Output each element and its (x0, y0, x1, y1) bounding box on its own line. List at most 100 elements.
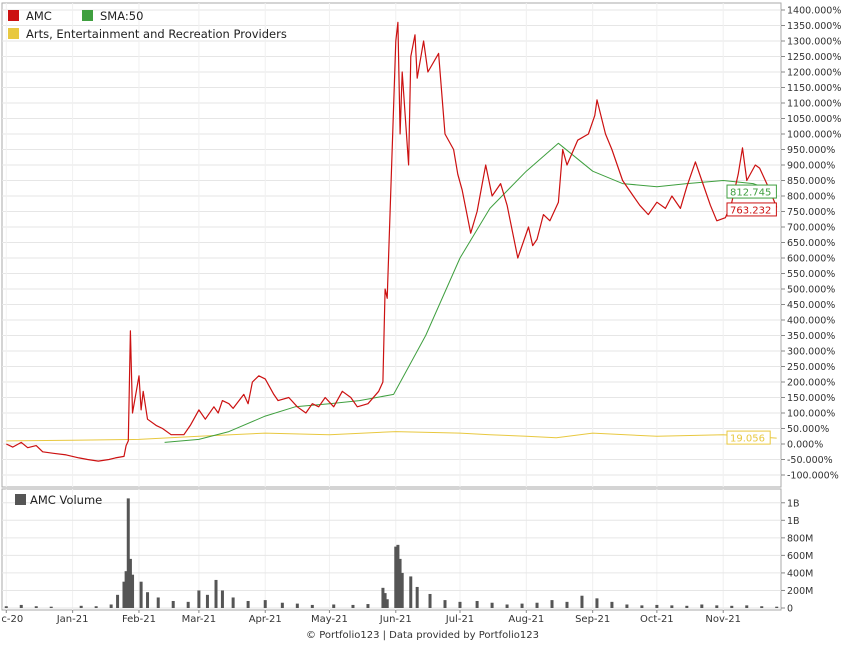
volume-bar (131, 574, 135, 608)
volume-bar (565, 601, 569, 608)
price-tick-label: -100.000% (787, 471, 839, 482)
price-tick-label: 550.000% (787, 269, 835, 280)
end-value-label: 763.232 (730, 205, 771, 216)
volume-bar (400, 572, 404, 608)
end-value-box (726, 202, 777, 217)
volume-bar (475, 600, 479, 608)
x-tick-label: Aug-21 (508, 614, 544, 625)
volume-bar (205, 594, 209, 608)
price-tick-label: 300.000% (787, 347, 835, 358)
x-tick-label: Oct-21 (640, 614, 674, 625)
series-line-amc (6, 21, 778, 462)
volume-bar (715, 605, 719, 608)
volume-tick-label: 1B (787, 498, 800, 509)
volume-tick-label: 800M (787, 533, 813, 544)
volume-legend: AMC Volume (15, 493, 102, 507)
x-tick-label: Nov-21 (705, 614, 741, 625)
x-tick-label: Sep-21 (575, 614, 610, 625)
volume-bar (94, 606, 98, 608)
price-tick-label: 500.000% (787, 285, 835, 296)
end-value-label: 812.745 (730, 188, 771, 199)
volume-bar (366, 604, 370, 608)
legend-swatch (8, 28, 19, 39)
volume-bar (625, 604, 629, 608)
x-tick-label: Jul-21 (445, 614, 474, 625)
volume-bar (280, 602, 284, 608)
volume-bar (443, 600, 447, 608)
price-tick-label: 100.000% (787, 409, 835, 420)
legend-swatch (15, 494, 26, 505)
volume-bar (214, 579, 218, 608)
volume-bar (415, 586, 419, 608)
price-tick-label: 0.000% (787, 440, 823, 451)
price-tick-label: 350.000% (787, 331, 835, 342)
volume-bar (700, 604, 704, 608)
volume-bar (775, 606, 779, 608)
volume-tick-label: 0 (787, 604, 793, 615)
volume-bar (595, 598, 599, 608)
x-tick-label: May-21 (311, 614, 348, 625)
legend-label: SMA:50 (100, 9, 143, 23)
footer-credit: © Portfolio123 | Data provided by Portfo… (306, 630, 539, 641)
volume-bar (79, 605, 83, 608)
price-tick-label: 1000.000% (787, 130, 841, 141)
price-tick-label: 750.000% (787, 207, 835, 218)
price-tick-label: 1050.000% (787, 114, 841, 125)
price-tick-label: -50.000% (787, 455, 833, 466)
volume-bar (394, 546, 398, 608)
volume-bar (124, 571, 128, 608)
volume-plot-frame (1, 488, 782, 611)
price-tick-label: 1350.000% (787, 21, 841, 32)
volume-tick-label: 600M (787, 551, 813, 562)
volume-bar (655, 604, 659, 608)
price-tick-label: 1400.000% (787, 6, 841, 17)
volume-bar (332, 604, 336, 608)
volume-bar (171, 600, 175, 608)
price-tick-label: 1150.000% (787, 83, 841, 94)
price-tick-label: 400.000% (787, 316, 835, 327)
volume-bar (126, 498, 130, 608)
legend-label: AMC (26, 9, 52, 23)
volume-bar (428, 593, 432, 608)
volume-bar (670, 605, 674, 608)
price-tick-label: 250.000% (787, 362, 835, 373)
volume-bar (409, 576, 413, 608)
price-legend: AMC SMA:50 Arts, Entertainment and Recreat… (8, 9, 287, 41)
volume-bar (295, 603, 299, 608)
volume-bar (19, 604, 23, 608)
volume-bar (4, 606, 8, 608)
volume-bar (640, 605, 644, 608)
price-tick-label: 450.000% (787, 300, 835, 311)
volume-bar (310, 604, 314, 608)
price-tick-label: 600.000% (787, 254, 835, 265)
price-tick-label: 950.000% (787, 145, 835, 156)
volume-bar (490, 602, 494, 608)
volume-bar (520, 603, 524, 608)
end-value-box (726, 184, 777, 199)
price-tick-label: 50.000% (787, 424, 829, 435)
x-tick-label: Jan-21 (56, 614, 89, 625)
volume-tick-label: 400M (787, 568, 813, 579)
volume-bar (109, 604, 113, 608)
volume-bar (351, 604, 355, 608)
volume-bar (231, 597, 235, 608)
volume-panel: 1B 1B 800M 600M 400M 200M 0 c-20 Jan-21 Feb-21 Mar… (1, 488, 813, 625)
price-tick-label: 850.000% (787, 176, 835, 187)
volume-bar (535, 602, 539, 608)
price-tick-label: 1200.000% (787, 68, 841, 79)
price-panel: 1400.000% 1350.000% 1300.000% 1250.000% 1200… (1, 2, 841, 488)
volume-bar (197, 590, 201, 608)
volume-tick-label: 200M (787, 586, 813, 597)
legend-swatch (8, 10, 19, 21)
volume-bar (458, 601, 462, 608)
price-tick-label: 900.000% (787, 161, 835, 172)
volume-bar (610, 601, 614, 608)
x-tick-label: Apr-21 (249, 614, 282, 625)
series-line-sma-50 (164, 142, 777, 443)
legend-label: Arts, Entertainment and Recreation Provi… (26, 27, 287, 41)
volume-bar (246, 600, 250, 608)
volume-bar (186, 601, 190, 608)
volume-bar (396, 544, 400, 608)
volume-bar (385, 599, 389, 608)
